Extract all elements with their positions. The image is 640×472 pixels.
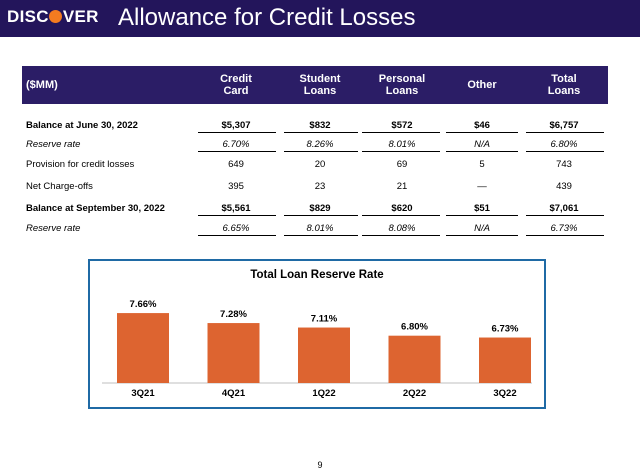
table-cell: $51 (474, 203, 490, 214)
page-number: 9 (317, 460, 323, 470)
cell-underline (198, 215, 276, 216)
table-cell: $46 (474, 120, 490, 131)
table-cell: $572 (391, 120, 413, 131)
bar-1q22 (298, 327, 350, 383)
table-cell: 395 (228, 181, 244, 192)
chart-title: Total Loan Reserve Rate (250, 269, 384, 281)
cell-underline (198, 132, 276, 133)
cell-underline (284, 132, 358, 133)
table-cell: 6.70% (222, 139, 250, 150)
table-cell: 6.73% (550, 223, 578, 234)
data-label: 6.80% (401, 322, 428, 333)
table-row: Reserve rate 6.65% 8.01% 8.08% N/A 6.73% (22, 220, 608, 237)
header-bar: DISC VER Allowance for Credit Losses (0, 0, 640, 37)
table-cell: 69 (396, 159, 408, 170)
row-label: Provision for credit losses (26, 159, 135, 170)
table-row: Provision for credit losses 649 20 69 5 743 (22, 156, 608, 173)
col-header-credit-card: Credit Card (220, 73, 252, 97)
table-cell: 6.65% (222, 223, 250, 234)
table-cell: 23 (314, 181, 326, 192)
cell-underline (284, 235, 358, 236)
data-label: 7.11% (311, 314, 338, 325)
bar-4q21 (207, 323, 260, 383)
table-row: Balance at June 30, 2022 $5,307 $832 $572 $4… (22, 117, 608, 134)
table-cell: N/A (474, 223, 490, 234)
table-cell: 6.80% (550, 139, 578, 150)
table-cell: $6,757 (549, 120, 579, 131)
cell-underline (526, 132, 604, 133)
chart-plot: 7.66% 3Q21 7.28% 4Q21 7.11% 1Q22 6.80% 2Q22 6.73… (102, 299, 532, 399)
cell-underline (446, 215, 518, 216)
table-cell: $5,307 (221, 120, 251, 131)
cell-underline (526, 235, 604, 236)
x-tick-label: 1Q22 (312, 388, 335, 399)
reserve-rate-chart: Total Loan Reserve Rate 7.66% 3Q21 7.28% 4Q… (88, 259, 546, 409)
table-cell: $829 (309, 203, 331, 214)
cell-underline (198, 151, 276, 152)
bar-3q21 (117, 313, 169, 383)
table-cell: N/A (474, 139, 490, 150)
cell-underline (284, 215, 358, 216)
table-cell: 20 (314, 159, 326, 170)
x-tick-label: 2Q22 (403, 388, 426, 399)
cell-underline (198, 235, 276, 236)
table-cell: 8.01% (306, 223, 334, 234)
x-tick-label: 3Q22 (493, 388, 516, 399)
data-label: 7.28% (220, 309, 247, 320)
col-header-other: Other (467, 79, 497, 91)
col-header-mm: ($MM) (26, 79, 58, 91)
row-label: Balance at June 30, 2022 (26, 120, 138, 131)
table-cell: $5,561 (221, 203, 251, 214)
table-header: ($MM) Credit Card Student Loans Personal… (22, 66, 608, 104)
table-cell: 743 (556, 159, 572, 170)
row-label: Reserve rate (26, 139, 81, 150)
table-cell: 8.08% (388, 223, 416, 234)
col-header-personal-loans: Personal Loans (378, 73, 426, 97)
table-row: Net Charge-offs 395 23 21 — 439 (22, 178, 608, 195)
table-cell: 5 (479, 159, 485, 170)
table-cell: 649 (228, 159, 244, 170)
cell-underline (526, 215, 604, 216)
col-header-total-loans: Total Loans (547, 73, 581, 97)
data-label: 6.73% (492, 324, 519, 335)
table-row: Reserve rate 6.70% 8.26% 8.01% N/A 6.80% (22, 136, 608, 153)
table-cell: $7,061 (549, 203, 579, 214)
col-header-student-loans: Student Loans (299, 73, 341, 97)
cell-underline (362, 132, 440, 133)
page-title: Allowance for Credit Losses (118, 4, 416, 31)
cell-underline (446, 235, 518, 236)
cell-underline (362, 235, 440, 236)
table-cell: 439 (556, 181, 572, 192)
table-cell: 21 (396, 181, 408, 192)
cell-underline (362, 151, 440, 152)
row-label: Balance at September 30, 2022 (26, 203, 165, 214)
x-tick-label: 3Q21 (131, 388, 155, 399)
table-cell: — (477, 181, 487, 192)
table-cell: $620 (391, 203, 413, 214)
table-cell: $832 (309, 120, 331, 131)
data-label: 7.66% (130, 299, 157, 310)
bar-2q22 (388, 335, 441, 383)
cell-underline (446, 132, 518, 133)
table-row: Balance at September 30, 2022 $5,561 $829 $… (22, 200, 608, 217)
discover-logo: DISC VER (7, 7, 99, 26)
table-cell: 8.01% (388, 139, 416, 150)
cell-underline (526, 151, 604, 152)
row-label: Reserve rate (26, 223, 81, 234)
table-cell: 8.26% (306, 139, 334, 150)
cell-underline (362, 215, 440, 216)
row-label: Net Charge-offs (26, 181, 93, 192)
x-tick-label: 4Q21 (222, 388, 246, 399)
bar-3q22 (479, 337, 531, 383)
logo-orange-dot-icon (49, 10, 63, 23)
cell-underline (446, 151, 518, 152)
cell-underline (284, 151, 358, 152)
